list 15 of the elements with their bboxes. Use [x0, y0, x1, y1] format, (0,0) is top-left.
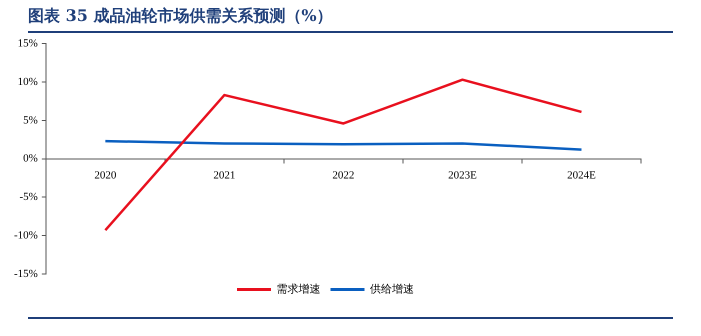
legend-label: 供给增速	[370, 282, 414, 296]
x-tick-label: 2022	[332, 169, 354, 182]
y-tick-label: -10%	[14, 229, 38, 242]
x-tick-label: 2021	[213, 169, 236, 182]
legend-label: 需求增速	[276, 282, 320, 296]
x-tick-label: 2023E	[448, 169, 478, 182]
chart-title: 图表 35 成品油轮市场供需关系预测（%）	[28, 0, 673, 33]
y-tick-label: 0%	[23, 152, 38, 165]
x-tick-label: 2020	[94, 169, 117, 182]
y-tick-label: 10%	[18, 76, 38, 88]
y-tick-label: 15%	[18, 37, 38, 50]
y-tick-label: -15%	[14, 268, 38, 280]
x-tick-label: 2024E	[567, 169, 596, 182]
y-tick-label: -5%	[20, 191, 38, 204]
y-tick-label: 5%	[23, 114, 38, 126]
